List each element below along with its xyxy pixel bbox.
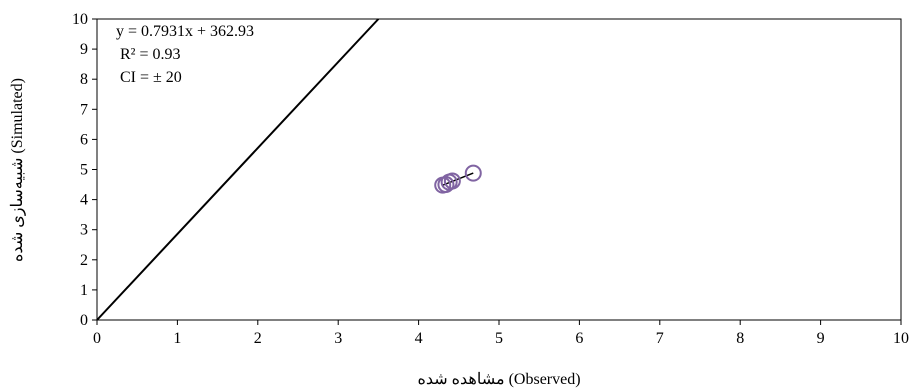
x-tick-label: 2	[254, 330, 262, 347]
data-points	[434, 164, 482, 194]
y-tick-label: 4	[80, 192, 88, 209]
y-tick-label: 8	[80, 71, 88, 88]
x-tick-label: 6	[575, 330, 583, 347]
data-point	[443, 172, 461, 190]
y-tick-label: 5	[80, 162, 88, 179]
y-axis-title: شبیه‌سازی شده (Simulated)	[9, 78, 26, 262]
x-tick-label: 0	[93, 330, 101, 347]
y-tick-label: 9	[80, 41, 88, 58]
x-tick-label: 9	[817, 330, 825, 347]
y-tick-label: 0	[80, 312, 88, 329]
x-axis-title: مشاهده شده (Observed)	[417, 371, 580, 388]
y-tick-label: 1	[80, 282, 88, 299]
x-tick-label: 7	[656, 330, 664, 347]
plot-frame	[96, 18, 902, 321]
data-point	[464, 164, 482, 182]
reference-line	[96, 18, 380, 321]
ci-label: CI = ± 20	[120, 69, 182, 86]
y-tick-label: 10	[72, 11, 88, 28]
x-tick-label: 8	[736, 330, 744, 347]
y-axis-ticks: 0 1 2 3 4 5 6 7 8 9 10	[72, 11, 97, 329]
x-tick-label: 5	[495, 330, 503, 347]
x-tick-label: 3	[334, 330, 342, 347]
x-tick-label: 1	[173, 330, 181, 347]
y-tick-label: 3	[80, 222, 88, 239]
y-tick-label: 6	[80, 131, 88, 148]
trendline	[442, 172, 474, 186]
y-tick-label: 7	[80, 101, 88, 118]
y-tick-label: 2	[80, 252, 88, 269]
x-tick-label: 10	[893, 330, 909, 347]
x-tick-label: 4	[415, 330, 423, 347]
x-axis-ticks: 0 1 2 3 4 5 6 7 8 9 10	[93, 320, 909, 347]
r-squared-label: R² = 0.93	[120, 46, 181, 63]
equation-label: y = 0.7931x + 362.93	[116, 23, 254, 40]
